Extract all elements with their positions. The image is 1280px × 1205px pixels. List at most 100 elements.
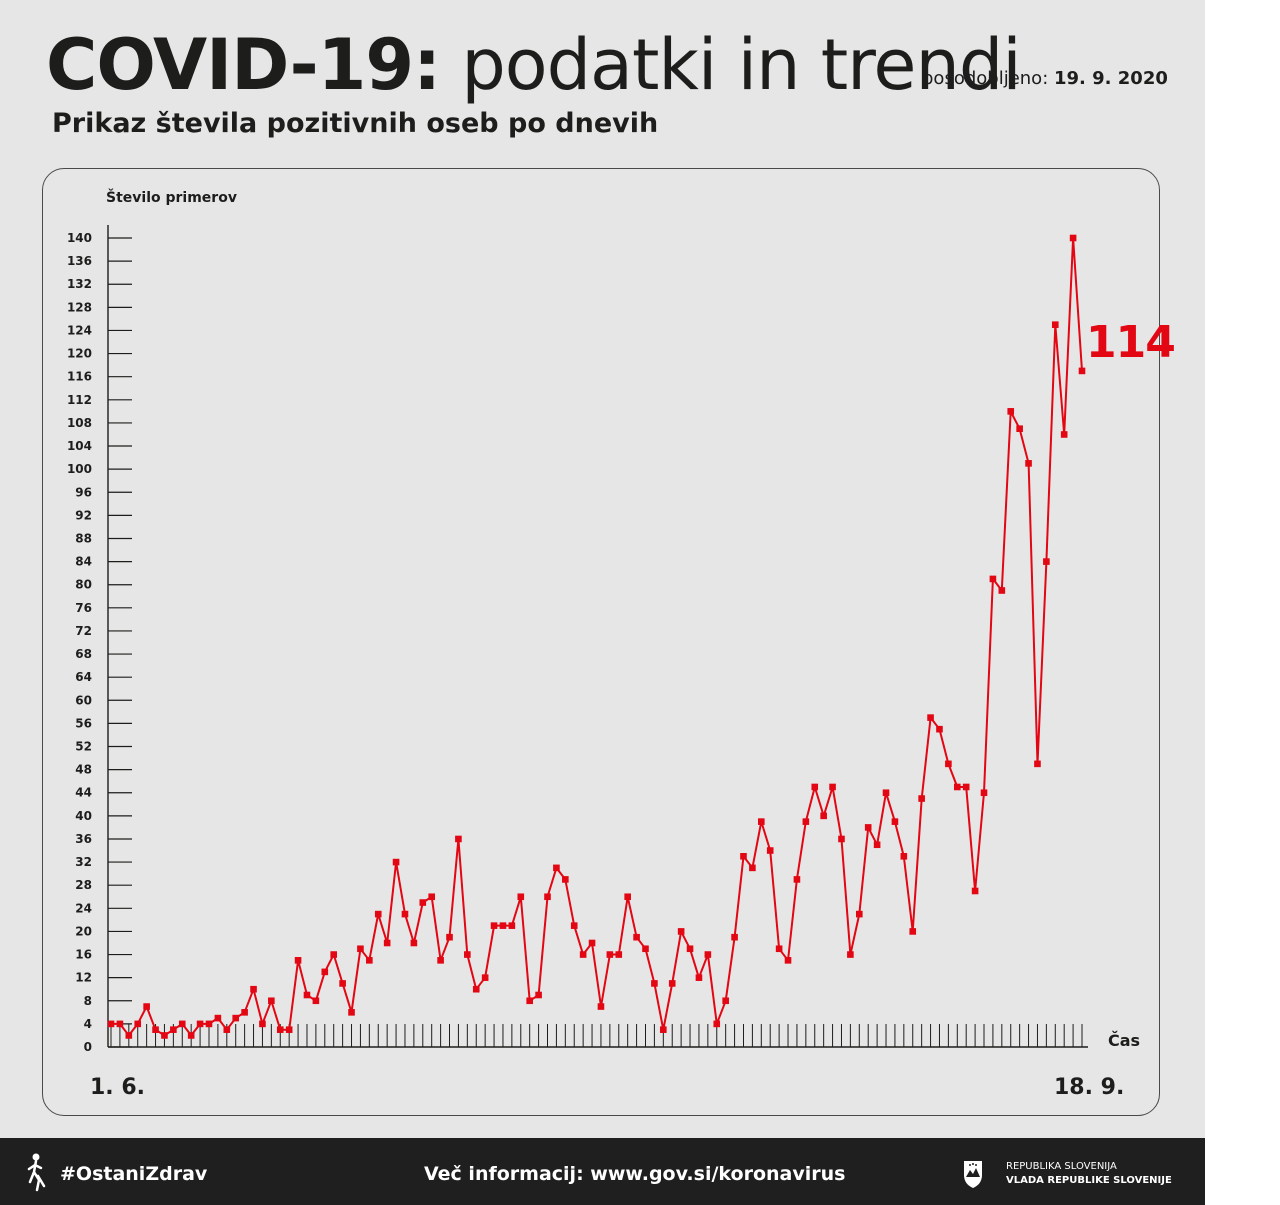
y-tick-label: 28 bbox=[75, 878, 92, 892]
data-point bbox=[953, 783, 961, 791]
data-point bbox=[125, 1032, 133, 1039]
data-point bbox=[668, 980, 676, 987]
data-point bbox=[330, 951, 338, 958]
data-point bbox=[945, 760, 952, 768]
data-point bbox=[535, 991, 542, 999]
footer-bar bbox=[0, 1138, 1205, 1205]
data-point bbox=[366, 957, 373, 964]
data-point bbox=[1025, 460, 1032, 467]
walking-figure-icon bbox=[27, 1153, 46, 1192]
y-tick-label: 96 bbox=[75, 485, 92, 499]
page-title: COVID-19: podatki in trendi bbox=[46, 22, 1022, 108]
data-point bbox=[490, 922, 498, 929]
y-tick-label: 104 bbox=[67, 439, 92, 453]
data-point bbox=[152, 1026, 159, 1033]
data-point bbox=[143, 1003, 150, 1010]
y-tick-label: 44 bbox=[75, 786, 92, 800]
y-tick-label: 124 bbox=[67, 323, 92, 337]
data-point bbox=[900, 853, 908, 860]
data-point bbox=[170, 1026, 177, 1033]
series-line bbox=[111, 237, 1083, 1037]
data-point bbox=[214, 1014, 222, 1022]
data-point bbox=[802, 818, 810, 825]
x-start-label: 1. 6. bbox=[90, 1075, 145, 1100]
data-point bbox=[829, 783, 836, 791]
data-point bbox=[989, 575, 997, 583]
slovenia-coat-of-arms-icon bbox=[964, 1161, 982, 1188]
data-point bbox=[838, 835, 845, 843]
y-tick-label: 40 bbox=[75, 809, 92, 823]
line-chart: 0481216202428323640444852566064687276808… bbox=[67, 188, 1176, 1100]
data-point bbox=[873, 841, 881, 849]
data-point bbox=[553, 864, 560, 872]
data-point bbox=[410, 939, 418, 947]
data-point bbox=[205, 1020, 213, 1028]
data-point bbox=[927, 714, 934, 721]
data-point bbox=[1007, 408, 1015, 415]
data-point bbox=[1078, 367, 1086, 375]
data-point bbox=[766, 847, 774, 854]
data-point bbox=[303, 991, 311, 999]
data-point bbox=[758, 818, 765, 825]
y-tick-label: 76 bbox=[75, 601, 92, 615]
data-point bbox=[749, 864, 756, 872]
data-point bbox=[855, 910, 863, 918]
data-point bbox=[508, 922, 516, 929]
data-point bbox=[401, 910, 409, 918]
y-tick-label: 48 bbox=[75, 763, 92, 777]
y-tick-label: 24 bbox=[75, 901, 92, 915]
y-tick-label: 136 bbox=[67, 254, 92, 268]
y-tick-label: 80 bbox=[75, 578, 92, 592]
x-end-label: 18. 9. bbox=[1054, 1075, 1124, 1100]
y-tick-label: 4 bbox=[84, 1017, 92, 1031]
data-point bbox=[811, 783, 819, 791]
hashtag-link[interactable]: #OstaniZdrav bbox=[60, 1163, 208, 1185]
data-point bbox=[134, 1020, 142, 1028]
data-point bbox=[1043, 558, 1050, 565]
y-tick-label: 52 bbox=[75, 740, 92, 754]
y-tick-label: 68 bbox=[75, 647, 92, 661]
data-point bbox=[633, 933, 640, 941]
data-point bbox=[606, 951, 614, 958]
data-point bbox=[651, 980, 658, 987]
data-point bbox=[713, 1020, 721, 1028]
data-point bbox=[374, 910, 382, 918]
data-point bbox=[686, 945, 694, 953]
data-point bbox=[980, 789, 988, 797]
data-point bbox=[864, 824, 872, 831]
data-point bbox=[660, 1026, 667, 1033]
data-point bbox=[437, 957, 444, 964]
data-point bbox=[775, 945, 783, 953]
data-point bbox=[579, 951, 587, 958]
title-light: podatki in trendi bbox=[461, 24, 1021, 106]
data-point bbox=[962, 783, 970, 791]
gov-logo-text: REPUBLIKA SLOVENIJA VLADA REPUBLIKE SLOV… bbox=[1006, 1160, 1172, 1188]
data-point bbox=[918, 795, 925, 802]
data-point bbox=[1016, 425, 1023, 432]
data-point bbox=[187, 1032, 195, 1039]
y-tick-label: 88 bbox=[75, 531, 92, 545]
data-point bbox=[526, 997, 533, 1005]
y-tick-label: 92 bbox=[75, 508, 92, 522]
data-point bbox=[357, 945, 364, 953]
chart-subtitle: Prikaz števila pozitivnih oseb po dnevih bbox=[52, 108, 659, 139]
y-tick-label: 120 bbox=[67, 347, 92, 361]
data-point bbox=[882, 789, 890, 797]
y-tick-label: 132 bbox=[67, 277, 92, 291]
updated-info: posodobljeno: 19. 9. 2020 bbox=[922, 68, 1168, 89]
data-point bbox=[196, 1020, 204, 1028]
data-point bbox=[624, 893, 631, 901]
data-point bbox=[312, 997, 320, 1005]
y-tick-label: 84 bbox=[75, 555, 92, 569]
data-point bbox=[704, 951, 712, 958]
data-point bbox=[250, 985, 257, 993]
data-point bbox=[285, 1026, 293, 1033]
last-value-label: 114 bbox=[1086, 317, 1175, 368]
right-margin bbox=[1205, 0, 1280, 1205]
data-point bbox=[499, 922, 507, 929]
y-tick-label: 128 bbox=[67, 300, 92, 314]
data-point bbox=[909, 928, 917, 935]
y-tick-label: 0 bbox=[84, 1040, 92, 1054]
more-info-link[interactable]: Več informacij: www.gov.si/koronavirus bbox=[424, 1163, 846, 1185]
y-tick-label: 12 bbox=[75, 971, 92, 985]
